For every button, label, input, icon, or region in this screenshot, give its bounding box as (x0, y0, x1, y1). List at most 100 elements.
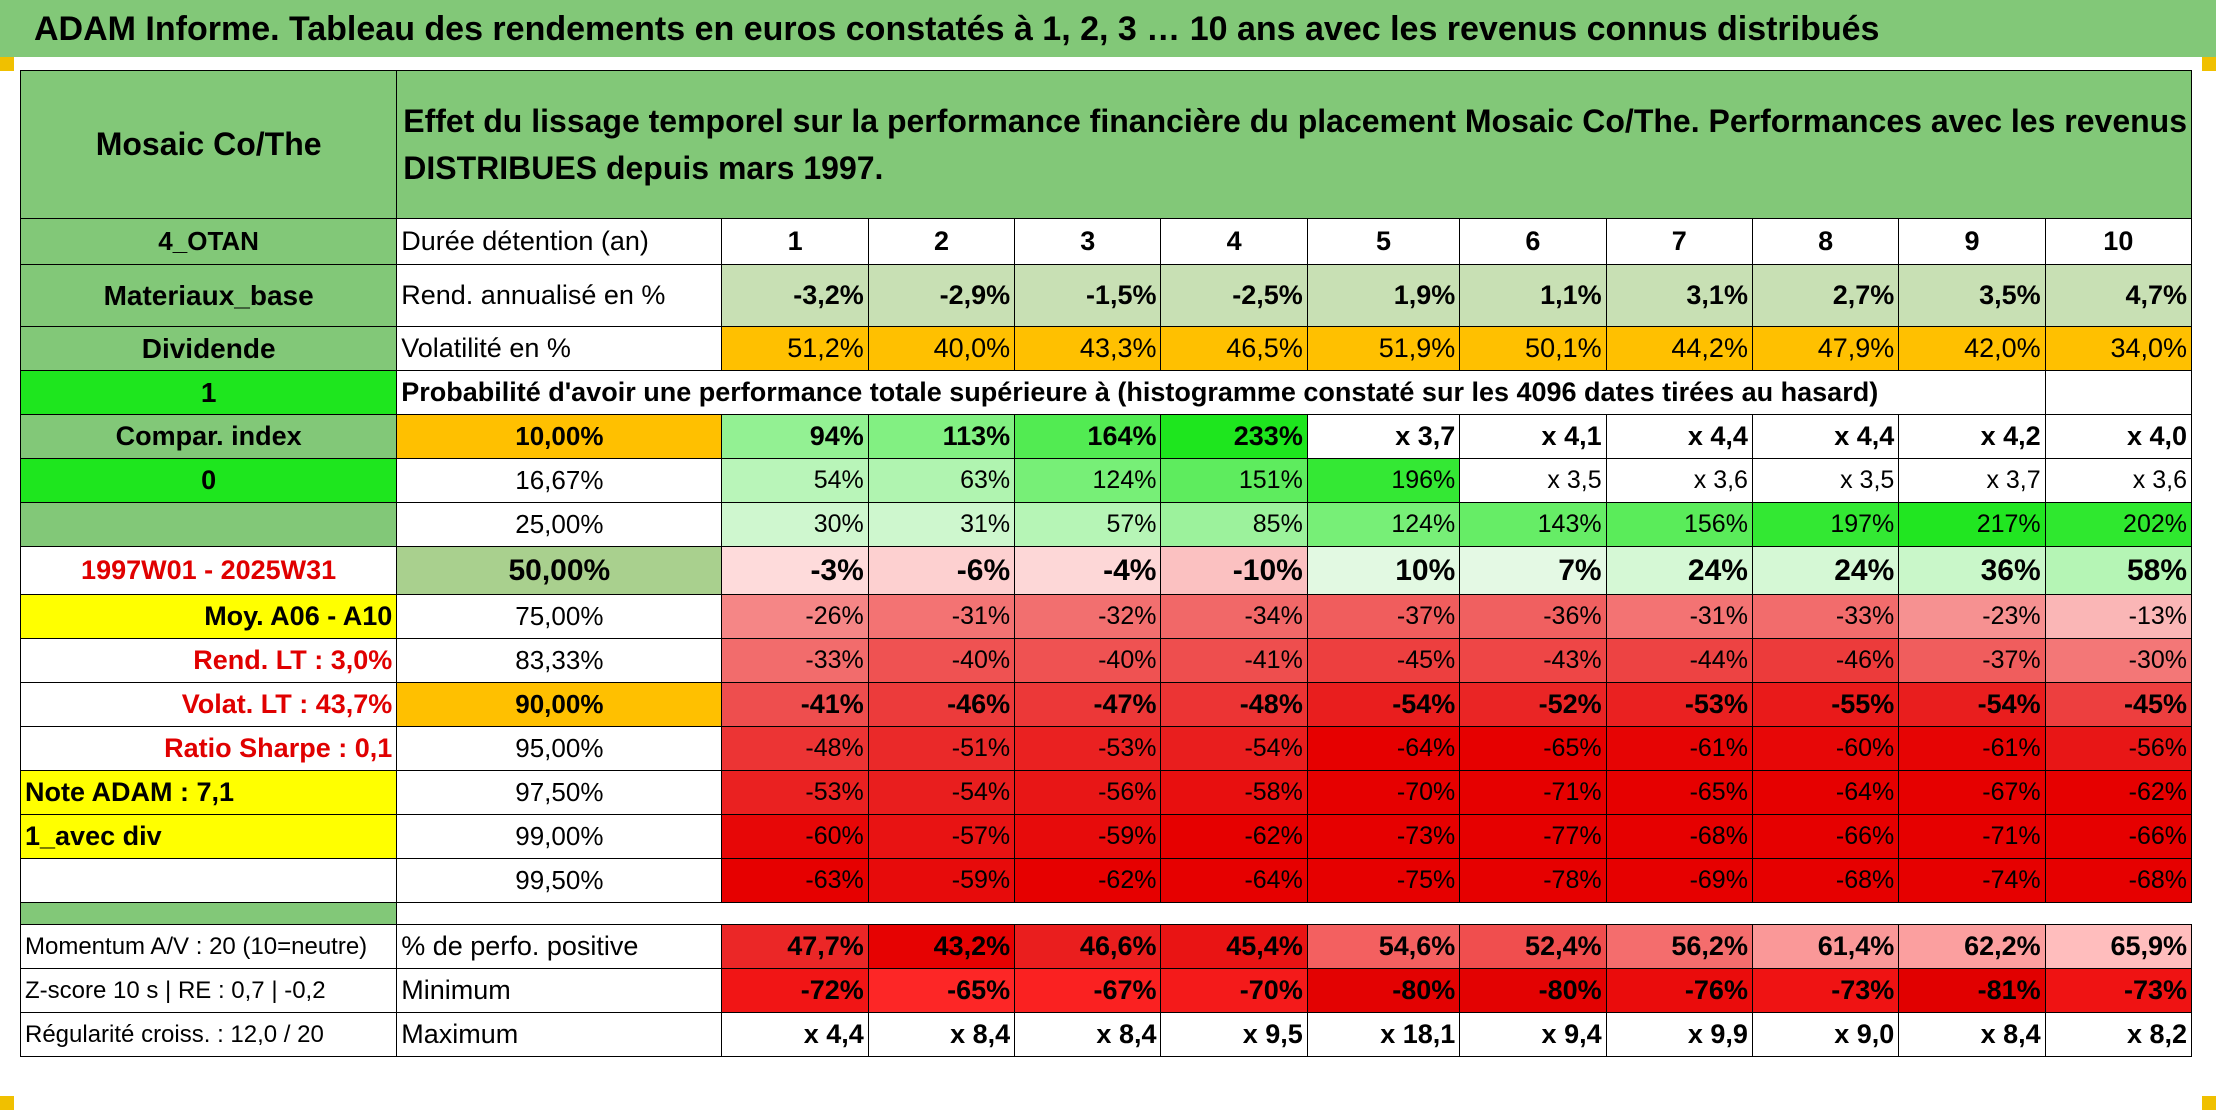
minimum-value: -80% (1459, 968, 1607, 1013)
minimum-value: -73% (1751, 968, 1900, 1013)
percentile-value: 143% (1459, 502, 1607, 547)
z-score: Z-score 10 s | RE : 0,7 | -0,2 (19, 968, 398, 1013)
return-value: -2,5% (1160, 264, 1308, 327)
percentile-value: -41% (721, 682, 869, 727)
percentile-value: -54% (1160, 726, 1308, 771)
percentile-value: 151% (1160, 458, 1308, 503)
percentile-value: x 3,5 (1459, 458, 1607, 503)
percentile-value: -53% (721, 770, 869, 815)
percentile-value: x 4,2 (1898, 414, 2046, 459)
percentile-value: -65% (1605, 770, 1753, 815)
percentile-value: -56% (2044, 726, 2193, 771)
positive-value: 65,9% (2044, 924, 2193, 969)
table-row: Moy. A06 - A10 75,00% -26% -31% -32% -34% -37%… (19, 594, 2193, 639)
percentile-label: 25,00% (396, 502, 723, 547)
percentile-value: -64% (1751, 770, 1900, 815)
positive-value: 62,2% (1898, 924, 2046, 969)
percentile-value: -54% (1898, 682, 2046, 727)
adam-note: Note ADAM : 7,1 (19, 770, 398, 815)
income-type: Dividende (19, 326, 398, 371)
percentile-value: 58% (2044, 546, 2193, 595)
maximum-value: x 8,2 (2044, 1012, 2193, 1057)
percentile-value: -68% (1751, 858, 1900, 903)
moy-label: Moy. A06 - A10 (19, 594, 398, 639)
volatility-value: 50,1% (1459, 326, 1607, 371)
percentile-value: -69% (1605, 858, 1753, 903)
percentile-value: -44% (1605, 638, 1753, 683)
maximum-value: x 9,0 (1751, 1012, 1900, 1057)
percentile-value: -37% (1898, 638, 2046, 683)
table-row: 1 Probabilité d'avoir une performance tot… (19, 370, 2193, 415)
duration-header: 8 (1751, 218, 1900, 265)
duration-header: 10 (2044, 218, 2193, 265)
positive-value: 54,6% (1306, 924, 1461, 969)
maximum-value: x 9,9 (1605, 1012, 1753, 1057)
percentile-value: -63% (721, 858, 869, 903)
description-line: DISTRIBUES depuis mars 1997. (403, 149, 884, 186)
positive-value: 56,2% (1605, 924, 1753, 969)
minimum-value: -76% (1605, 968, 1753, 1013)
maximum-value: x 8,4 (867, 1012, 1016, 1057)
table-row: 0 16,67% 54% 63% 124% 151% 196% x 3,5 x 3,6 x 3,5… (19, 458, 2193, 503)
return-value: -1,5% (1014, 264, 1162, 327)
percentile-value: 202% (2044, 502, 2193, 547)
return-value: -2,9% (867, 264, 1016, 327)
percentile-value: x 3,7 (1898, 458, 2046, 503)
percentile-value: -67% (1898, 770, 2046, 815)
percentile-value: -3% (721, 546, 869, 595)
duration-header: 9 (1898, 218, 2046, 265)
percentile-value: -31% (1605, 594, 1753, 639)
percentile-value: 30% (721, 502, 869, 547)
table-row: Z-score 10 s | RE : 0,7 | -0,2 Minimum -72… (19, 968, 2193, 1013)
minimum-value: -67% (1014, 968, 1162, 1013)
table-row: Volat. LT : 43,7% 90,00% -41% -46% -47% -48% -… (19, 682, 2193, 727)
percentile-value: 164% (1014, 414, 1162, 459)
title-bar: ADAM Informe. Tableau des rendements en … (0, 0, 2216, 57)
percentile-value: -56% (1014, 770, 1162, 815)
percentile-value: -46% (1751, 638, 1900, 683)
corner-marker (0, 1096, 14, 1110)
percentile-value: -71% (1898, 814, 2046, 859)
table-row: Dividende Volatilité en % 51,2% 40,0% 43,3% 4… (19, 326, 2193, 371)
percentile-value: -70% (1306, 770, 1461, 815)
percentile-label: 99,00% (396, 814, 723, 859)
percentile-value: -54% (867, 770, 1016, 815)
percentile-value: 7% (1459, 546, 1607, 595)
percentile-value: 113% (867, 414, 1016, 459)
percentile-value: -73% (1306, 814, 1461, 859)
volatility-value: 51,9% (1306, 326, 1461, 371)
percentile-value: -78% (1459, 858, 1607, 903)
percentile-value: -62% (1160, 814, 1308, 859)
positive-value: 43,2% (867, 924, 1016, 969)
percentile-value: 63% (867, 458, 1016, 503)
volatility-label: Volatilité en % (396, 326, 723, 371)
table-row: Momentum A/V : 20 (10=neutre)% de perfo.… (19, 924, 2193, 969)
percentile-value: -66% (1751, 814, 1900, 859)
compar-index: Compar. index (19, 414, 398, 459)
percentile-value: -34% (1160, 594, 1308, 639)
percentile-label: 95,00% (396, 726, 723, 771)
duration-header: 7 (1605, 218, 1753, 265)
percentile-value: -54% (1306, 682, 1461, 727)
percentile-value: 156% (1605, 502, 1753, 547)
percentile-value: x 4,1 (1459, 414, 1607, 459)
percentile-value: -30% (2044, 638, 2193, 683)
momentum: Momentum A/V : 20 (10=neutre) (19, 924, 398, 969)
empty-cell (19, 858, 398, 903)
percentile-value: x 4,4 (1605, 414, 1753, 459)
return-value: 3,5% (1898, 264, 2046, 327)
volatility-value: 51,2% (721, 326, 869, 371)
percentile-value: -75% (1306, 858, 1461, 903)
duration-header: 1 (721, 218, 869, 265)
volatility-value: 47,9% (1751, 326, 1900, 371)
percentile-value: -68% (2044, 858, 2193, 903)
percentile-value: 24% (1751, 546, 1900, 595)
percentile-value: -33% (1751, 594, 1900, 639)
percentile-value: -43% (1459, 638, 1607, 683)
percentile-value: -10% (1160, 546, 1308, 595)
percentile-value: -57% (867, 814, 1016, 859)
percentile-value: 124% (1306, 502, 1461, 547)
percentile-value: 196% (1306, 458, 1461, 503)
probability-label: Probabilité d'avoir une performance tota… (396, 370, 2046, 415)
percentile-value: -74% (1898, 858, 2046, 903)
